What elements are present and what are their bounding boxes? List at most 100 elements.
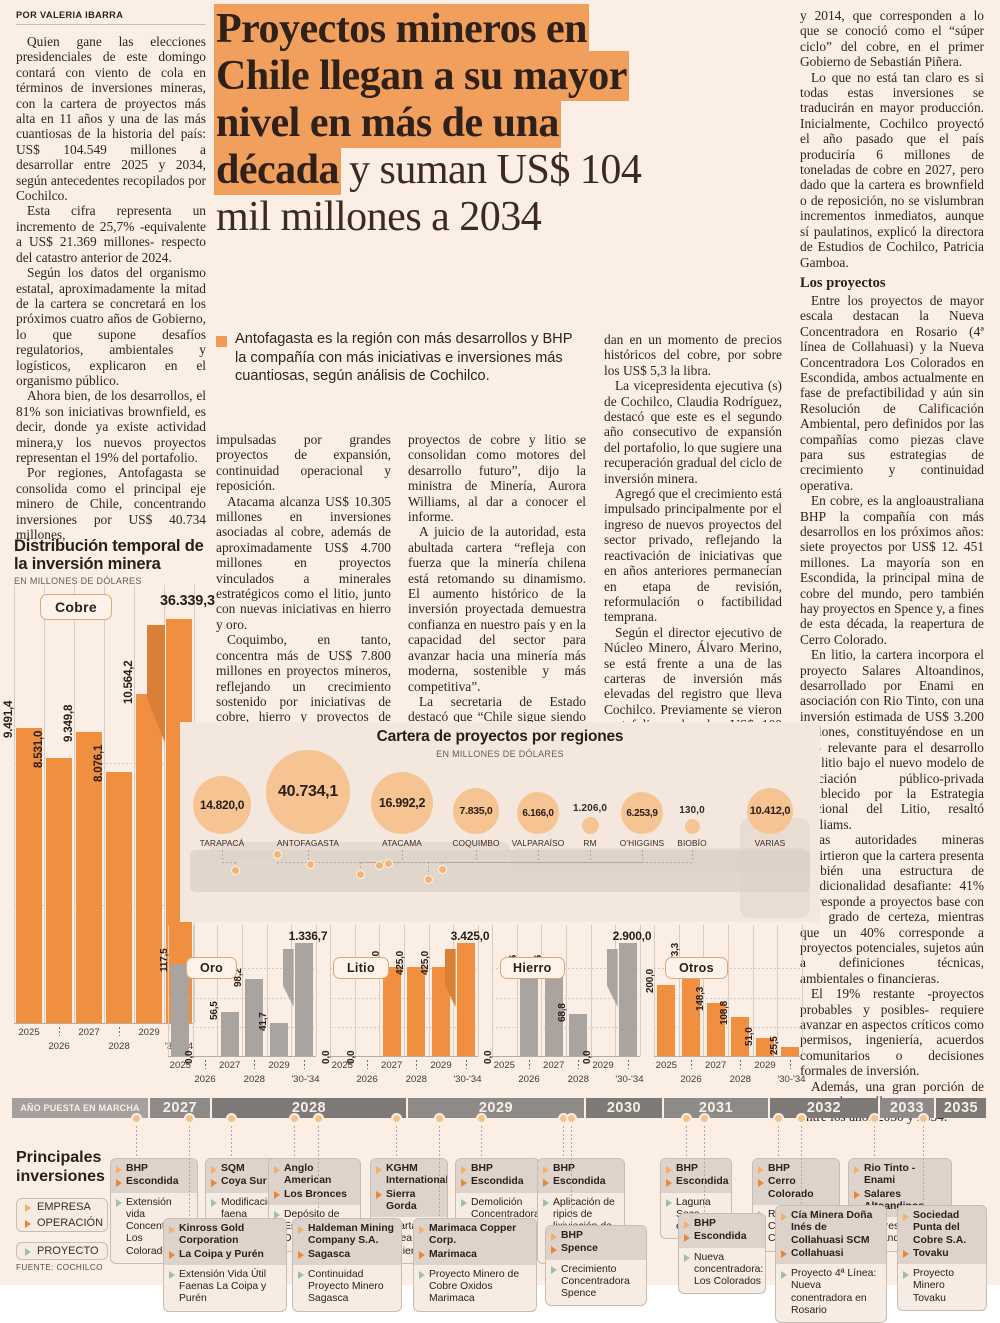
triangle-empresa-icon xyxy=(666,1165,672,1174)
timeline-connector xyxy=(439,1118,440,1218)
grid-line xyxy=(492,925,493,1056)
triangle-proyecto-icon xyxy=(666,1199,672,1208)
axis-tick-label: '30-'34 xyxy=(291,1074,320,1085)
bar xyxy=(407,967,426,1056)
timeline-card[interactable]: BHP Spence Crecimiento Concentradora Spenc… xyxy=(545,1225,647,1307)
triangle-proyecto-icon xyxy=(543,1199,549,1208)
leader-line xyxy=(310,862,402,863)
card-operation-row: Escondida xyxy=(116,1176,191,1188)
card-company-row: BHP xyxy=(461,1163,533,1175)
chart-cobre-header: Distribución temporal de la inversión mi… xyxy=(14,537,206,586)
bar xyxy=(220,1011,239,1056)
axis-tick-label: '30-'34 xyxy=(615,1074,644,1085)
triangle-proyecto-icon xyxy=(461,1199,467,1208)
leader-line xyxy=(428,862,429,879)
card-header: Sociedad Punta del Cobre S.A. Tovaku xyxy=(898,1206,986,1265)
lead-paragraph: Antofagasta es la región con más desarro… xyxy=(216,330,584,386)
leader-line xyxy=(442,862,692,863)
region-bubble xyxy=(684,819,700,834)
timeline-node xyxy=(433,1113,445,1124)
bar-value-label: 36.339,3 xyxy=(160,593,215,609)
card-operation-row: Tovaku xyxy=(903,1248,980,1260)
bar xyxy=(706,1003,725,1056)
grid-line xyxy=(168,997,316,999)
grid-line xyxy=(379,925,381,1056)
card-project-row: Proyecto Minero de Cobre Oxidos Marimaca xyxy=(419,1269,530,1306)
card-company-row: Rio Tinto - Enami xyxy=(854,1163,945,1188)
card-company: BHP xyxy=(126,1163,148,1174)
map-location-dot xyxy=(375,861,384,870)
axis-tick-label: 2029 xyxy=(138,1027,160,1038)
headline-line-4-highlight: década xyxy=(216,147,340,193)
timeline-card[interactable]: Kinross Gold Corporation La Coipa y Purén… xyxy=(163,1218,287,1312)
card-operation-row: Cerro Colorado xyxy=(758,1176,833,1201)
grid-line xyxy=(428,925,430,1056)
card-project-row: Continuidad Proyecto Minero Sagasca xyxy=(298,1269,395,1306)
timeline-card[interactable]: Haldeman Mining Company S.A. Sagasca Conti… xyxy=(292,1218,402,1312)
bar-value-label: 425,0 xyxy=(420,951,431,976)
triangle-proyecto-icon xyxy=(551,1266,557,1275)
region-bubble: 6.253,9 xyxy=(621,792,663,834)
paragraph: En litio, la cartera incorpora el proyec… xyxy=(800,647,984,832)
region-bubble: 6.166,0 xyxy=(517,792,559,834)
axis-baseline xyxy=(14,1023,194,1024)
card-header: BHP Escondida xyxy=(679,1214,765,1248)
triangle-operacion-icon xyxy=(298,1251,304,1260)
axis-tick-label: 2025 xyxy=(331,1060,353,1071)
timeline-card[interactable]: BHP Escondida Nueva concentradora: Los Col… xyxy=(678,1213,766,1295)
card-operation: Cerro Colorado xyxy=(768,1176,814,1200)
timeline-card[interactable]: Marimaca Copper Corp. Marimaca Proyecto Mi… xyxy=(413,1218,537,1312)
region-label: ANTOFAGASTA xyxy=(276,838,340,848)
triangle-operacion-icon xyxy=(419,1251,425,1260)
map-location-dot xyxy=(356,870,365,879)
grid-line xyxy=(802,925,803,1056)
region-bubble: 14.820,0 xyxy=(193,776,251,834)
card-operation: Spence xyxy=(561,1243,598,1255)
timeline-card[interactable]: Sociedad Punta del Cobre S.A. Tovaku Proye… xyxy=(897,1205,987,1312)
paragraph: Entre los proyectos de mayor escala dest… xyxy=(800,292,984,493)
bar-value-label: 8.531,0 xyxy=(32,730,45,768)
leader-line xyxy=(476,850,477,862)
axis-tick-label: 2027 xyxy=(542,1060,565,1071)
bar xyxy=(171,964,190,1056)
timeline-card[interactable]: BHP Escondida Extensión vida Concentrada L… xyxy=(110,1158,198,1265)
bar xyxy=(682,959,700,1056)
card-company: Sociedad Punta del Cobre S.A. xyxy=(913,1210,967,1246)
card-company: BHP xyxy=(768,1163,790,1174)
triangle-operacion-icon xyxy=(551,1245,557,1254)
card-project: Extensión vida Concentrada Los Colorados xyxy=(126,1196,186,1257)
axis-baseline xyxy=(168,1056,316,1057)
timeline-node xyxy=(288,1113,300,1124)
triangle-empresa-icon xyxy=(758,1165,764,1174)
article-column-4: y 2014, que corresponden a lo que se con… xyxy=(800,8,984,1125)
card-company: BHP xyxy=(471,1163,493,1174)
timeline-card[interactable]: Cía Minera Doña Inés de Collahuasi SCM Co… xyxy=(775,1205,887,1323)
card-company-row: KGHM International xyxy=(376,1163,447,1188)
bar xyxy=(756,1037,774,1056)
grid-line xyxy=(14,585,15,1023)
paragraph: Atacama alcanza US$ 10.305 millones en i… xyxy=(216,493,391,632)
card-operation: La Coipa y Purén xyxy=(179,1248,264,1260)
region-bubble-value: 130,0 xyxy=(679,805,705,816)
card-operation-row: Marimaca xyxy=(419,1249,530,1261)
card-company: Kinross Gold Corporation xyxy=(179,1223,245,1247)
card-operation: Coya Sur xyxy=(221,1176,267,1188)
timeline-node xyxy=(130,1113,142,1124)
timeline-connector xyxy=(563,1118,564,1158)
triangle-proyecto-icon xyxy=(903,1270,909,1279)
grid-line xyxy=(654,1026,802,1028)
triangle-operacion-icon xyxy=(781,1250,787,1259)
grid-line xyxy=(330,925,331,1056)
bar-value-label: 148,3 xyxy=(694,987,706,1012)
paragraph: Quien gane las elecciones presidenciales… xyxy=(16,34,206,204)
grid-line xyxy=(541,925,543,1056)
bar xyxy=(294,943,313,1056)
legend-project: PROYECTO xyxy=(16,1242,108,1260)
timeline-node xyxy=(475,1113,487,1124)
card-company-row: Marimaca Copper Corp. xyxy=(419,1223,530,1248)
timeline-year-cell: 2029 xyxy=(408,1098,586,1118)
headline-line-5-deck: mil millones a 2034 xyxy=(216,194,542,240)
bar-value-label: 117,5 xyxy=(159,948,171,973)
bar-value-label: 425,0 xyxy=(395,951,407,976)
